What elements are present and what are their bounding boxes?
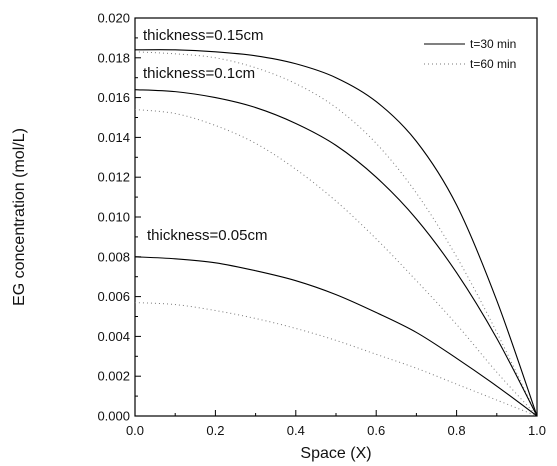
series-line-3-t60 bbox=[134, 109, 538, 417]
y-tick-label: 0.008 bbox=[97, 249, 130, 264]
legend-label-t60: t=60 min bbox=[470, 57, 516, 71]
x-tick-label: 0.0 bbox=[126, 423, 144, 438]
y-tick-label: 0.004 bbox=[97, 329, 130, 344]
legend: t=30 min t=60 min bbox=[424, 37, 516, 71]
series-line-4-t30 bbox=[134, 256, 538, 417]
annotation-thickness-01: thickness=0.1cm bbox=[143, 65, 255, 82]
annotation-thickness-005: thickness=0.05cm bbox=[147, 227, 267, 244]
tick-labels: 0.0 0.2 0.4 0.6 0.8 1.0 0.000 0.002 0.004 0.006 0.… bbox=[97, 11, 546, 439]
y-tick-label: 0.006 bbox=[97, 289, 130, 304]
y-tick-label: 0.012 bbox=[97, 170, 130, 185]
series-lines bbox=[134, 49, 538, 417]
x-tick-label: 0.8 bbox=[448, 423, 466, 438]
y-axis-title: EG concentration (mol/L) bbox=[11, 128, 28, 306]
axis-ticks bbox=[134, 17, 538, 417]
y-tick-label: 0.014 bbox=[97, 130, 130, 145]
x-tick-label: 0.4 bbox=[287, 423, 305, 438]
y-tick-label: 0.018 bbox=[97, 50, 130, 65]
series-line-0-t30 bbox=[134, 49, 538, 417]
x-tick-label: 1.0 bbox=[528, 423, 546, 438]
y-tick-label: 0.002 bbox=[97, 369, 130, 384]
y-tick-label: 0.000 bbox=[97, 409, 130, 424]
x-tick-label: 0.2 bbox=[206, 423, 224, 438]
x-tick-label: 0.6 bbox=[367, 423, 385, 438]
y-tick-label: 0.020 bbox=[97, 11, 130, 26]
annotation-thickness-015: thickness=0.15cm bbox=[143, 27, 263, 44]
legend-label-t30: t=30 min bbox=[470, 37, 516, 51]
x-axis-title: Space (X) bbox=[300, 445, 371, 462]
series-line-2-t30 bbox=[134, 89, 538, 417]
y-tick-label: 0.010 bbox=[97, 210, 130, 225]
y-tick-label: 0.016 bbox=[97, 90, 130, 105]
series-line-5-t60 bbox=[134, 302, 538, 417]
